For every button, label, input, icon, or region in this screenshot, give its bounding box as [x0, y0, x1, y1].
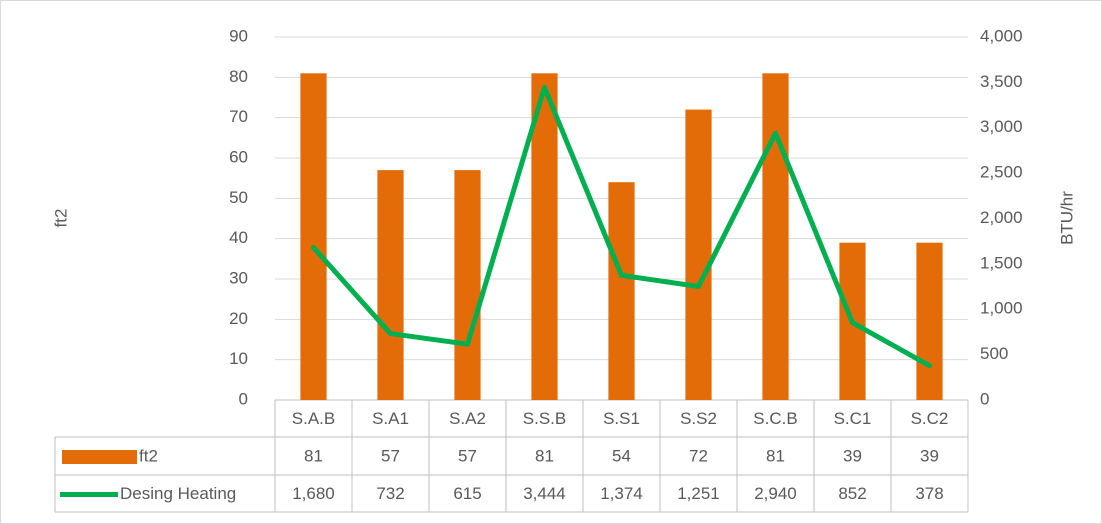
x-tick-label: S.C1: [834, 409, 872, 428]
table-value: 1,374: [600, 484, 643, 503]
y2-tick-label: 2,000: [980, 208, 1023, 227]
y2-tick-label: 2,500: [980, 163, 1023, 182]
table-value: 2,940: [754, 484, 797, 503]
y2-tick-label: 0: [980, 389, 989, 408]
y-tick-label: 10: [229, 349, 248, 368]
x-tick-label: S.A1: [372, 409, 409, 428]
y-tick-label: 0: [239, 389, 248, 408]
x-tick-label: S.S1: [603, 409, 640, 428]
table-value: 39: [920, 446, 939, 465]
bar: [916, 242, 943, 400]
line-series: [311, 84, 932, 369]
y-tick-label: 70: [229, 107, 248, 126]
legend-label: ft2: [139, 446, 158, 465]
table-value: 81: [304, 446, 323, 465]
x-tick-label: S.S.B: [523, 409, 566, 428]
x-tick-label: S.C2: [911, 409, 949, 428]
y2-axis-title: BTU/hr: [1057, 191, 1076, 245]
y2-tick-label: 3,000: [980, 117, 1023, 136]
x-tick-label: S.C.B: [753, 409, 797, 428]
x-tick-label: S.A.B: [292, 409, 335, 428]
table-value: 1,251: [677, 484, 720, 503]
bar: [377, 170, 404, 400]
table-value: 852: [838, 484, 866, 503]
table-value: 39: [843, 446, 862, 465]
bar: [762, 73, 789, 401]
table-value: 732: [376, 484, 404, 503]
bar: [300, 73, 327, 401]
legend-label: Desing Heating: [120, 484, 236, 503]
bar: [454, 170, 481, 400]
table-value: 54: [612, 446, 631, 465]
table-value: 378: [915, 484, 943, 503]
table-value: 615: [453, 484, 481, 503]
y2-tick-label: 4,000: [980, 26, 1023, 45]
y2-tick-label: 500: [980, 344, 1008, 363]
table-value: 57: [458, 446, 477, 465]
table-value: 3,444: [523, 484, 566, 503]
y2-tick-label: 3,500: [980, 72, 1023, 91]
y-tick-label: 90: [229, 26, 248, 45]
y2-tick-label: 1,000: [980, 299, 1023, 318]
y-axis-title: ft2: [51, 209, 70, 228]
bar: [685, 109, 712, 400]
bar: [608, 182, 635, 400]
y2-tick-label: 1,500: [980, 253, 1023, 272]
table-value: 81: [766, 446, 785, 465]
y-tick-label: 30: [229, 268, 248, 287]
y-tick-label: 20: [229, 309, 248, 328]
x-tick-label: S.A2: [449, 409, 486, 428]
table-value: 72: [689, 446, 708, 465]
y-tick-label: 40: [229, 228, 248, 247]
table-value: 1,680: [292, 484, 335, 503]
x-tick-label: S.S2: [680, 409, 717, 428]
y-tick-label: 50: [229, 188, 248, 207]
bar: [531, 73, 558, 401]
table-value: 81: [535, 446, 554, 465]
table-value: 57: [381, 446, 400, 465]
y-tick-label: 80: [229, 67, 248, 86]
y-tick-label: 60: [229, 147, 248, 166]
legend-key: [62, 450, 137, 464]
